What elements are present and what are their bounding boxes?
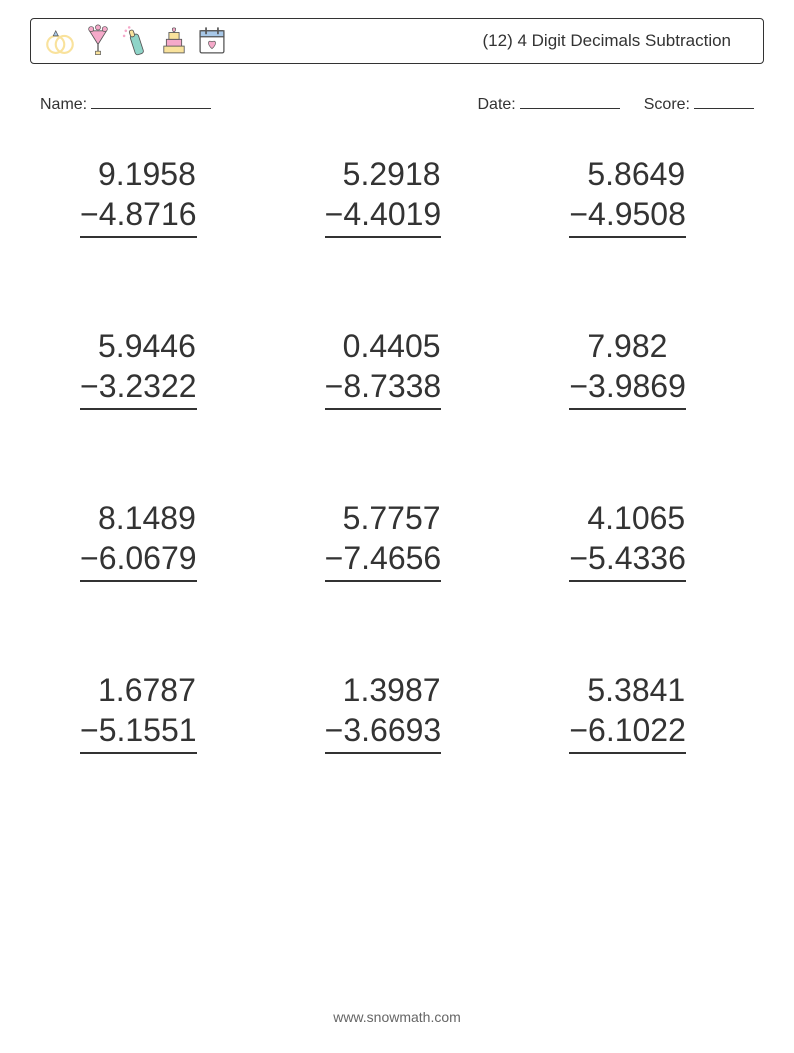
score-blank[interactable] xyxy=(694,92,754,109)
problem-3: 5.8649−4.9508 xyxy=(549,154,734,238)
subtrahend: −3.2322 xyxy=(80,366,197,410)
problem-4: 5.9446−3.2322 xyxy=(60,326,245,410)
calendar-heart-icon xyxy=(195,24,229,58)
problem-7: 8.1489−6.0679 xyxy=(60,498,245,582)
champagne-icon xyxy=(119,24,153,58)
header-icons xyxy=(43,24,229,58)
date-field: Date: xyxy=(478,92,620,114)
subtrahend: −4.9508 xyxy=(569,194,686,238)
cake-icon xyxy=(157,24,191,58)
problem-5: 0.4405−8.7338 xyxy=(305,326,490,410)
subtrahend: −4.8716 xyxy=(80,194,197,238)
minuend: 4.1065 xyxy=(569,498,685,538)
subtrahend: −3.6693 xyxy=(325,710,442,754)
minuend: 5.9446 xyxy=(80,326,196,366)
subtrahend: −8.7338 xyxy=(325,366,442,410)
minuend: 1.3987 xyxy=(325,670,441,710)
header-box: (12) 4 Digit Decimals Subtraction xyxy=(30,18,764,64)
minuend: 9.1958 xyxy=(80,154,196,194)
minuend: 8.1489 xyxy=(80,498,196,538)
subtrahend: −6.1022 xyxy=(569,710,686,754)
minuend: 1.6787 xyxy=(80,670,196,710)
subtrahend: −5.1551 xyxy=(80,710,197,754)
minuend: 5.8649 xyxy=(569,154,685,194)
rings-icon xyxy=(43,24,77,58)
minuend: 5.3841 xyxy=(569,670,685,710)
score-field: Score: xyxy=(644,92,754,114)
problem-11: 1.3987−3.6693 xyxy=(305,670,490,754)
subtrahend: −6.0679 xyxy=(80,538,197,582)
info-row: Name: Date: Score: xyxy=(30,92,764,114)
subtrahend: −3.9869 xyxy=(569,366,686,410)
subtrahend: −7.4656 xyxy=(325,538,442,582)
problem-8: 5.7757−7.4656 xyxy=(305,498,490,582)
problem-9: 4.1065−5.4336 xyxy=(549,498,734,582)
date-blank[interactable] xyxy=(520,92,620,109)
footer-url: www.snowmath.com xyxy=(0,1009,794,1025)
name-field: Name: xyxy=(40,92,211,114)
worksheet-page: (12) 4 Digit Decimals Subtraction Name: … xyxy=(0,0,794,1053)
subtrahend: −4.4019 xyxy=(325,194,442,238)
problem-12: 5.3841−6.1022 xyxy=(549,670,734,754)
name-blank[interactable] xyxy=(91,92,211,109)
minuend: 5.2918 xyxy=(325,154,441,194)
score-label: Score: xyxy=(644,96,690,114)
worksheet-title: (12) 4 Digit Decimals Subtraction xyxy=(483,31,751,51)
minuend: 7.982 xyxy=(569,326,667,366)
balloons-icon xyxy=(81,24,115,58)
info-left: Name: xyxy=(40,92,211,114)
problem-2: 5.2918−4.4019 xyxy=(305,154,490,238)
name-label: Name: xyxy=(40,96,87,114)
date-label: Date: xyxy=(478,96,516,114)
problems-grid: 9.1958−4.87165.2918−4.40195.8649−4.95085… xyxy=(30,154,764,754)
minuend: 5.7757 xyxy=(325,498,441,538)
problem-10: 1.6787−5.1551 xyxy=(60,670,245,754)
info-right: Date: Score: xyxy=(478,92,755,114)
problem-1: 9.1958−4.8716 xyxy=(60,154,245,238)
subtrahend: −5.4336 xyxy=(569,538,686,582)
problem-6: 7.982−3.9869 xyxy=(549,326,734,410)
minuend: 0.4405 xyxy=(325,326,441,366)
